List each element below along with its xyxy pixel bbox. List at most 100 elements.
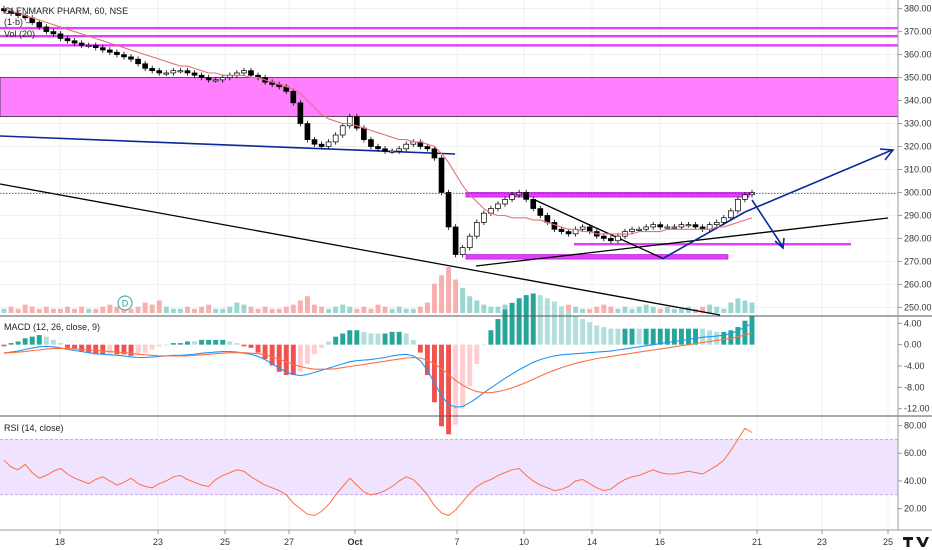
candle[interactable] [692, 224, 699, 228]
candle[interactable] [438, 157, 445, 193]
candle[interactable] [431, 148, 438, 159]
candle[interactable] [346, 116, 353, 127]
candle[interactable] [304, 123, 311, 140]
target-level-line[interactable] [574, 242, 851, 246]
candle[interactable] [219, 77, 226, 81]
candle[interactable] [318, 143, 325, 147]
resistance-line[interactable] [0, 26, 898, 30]
candle[interactable] [71, 40, 78, 44]
candle[interactable] [396, 148, 402, 152]
candle[interactable] [586, 226, 593, 232]
resistance-rect-300[interactable] [465, 192, 750, 198]
candle[interactable] [170, 70, 177, 74]
candle[interactable] [657, 224, 664, 228]
candle[interactable] [495, 203, 501, 209]
candle[interactable] [636, 228, 642, 231]
candle[interactable] [629, 228, 635, 232]
resistance-line[interactable] [0, 44, 898, 47]
candle[interactable] [530, 199, 537, 209]
candle[interactable] [579, 226, 586, 230]
candle[interactable] [149, 68, 156, 72]
candle[interactable] [332, 134, 339, 143]
candle[interactable] [361, 127, 367, 140]
rsi-axis[interactable]: 80.00 60.00 40.00 20.00 [898, 421, 927, 514]
candle[interactable] [452, 226, 459, 255]
candle[interactable] [184, 70, 191, 74]
projection-up-arrow[interactable] [744, 149, 893, 213]
candle[interactable] [445, 192, 452, 228]
candle[interactable] [565, 231, 572, 235]
candle[interactable] [424, 146, 431, 150]
candle[interactable] [368, 139, 374, 147]
candle[interactable] [473, 222, 480, 237]
candle[interactable] [107, 49, 113, 53]
candle[interactable] [64, 38, 71, 42]
black-triangle-top[interactable] [534, 199, 663, 259]
candle[interactable] [600, 235, 607, 239]
candle[interactable] [50, 31, 57, 35]
candle[interactable] [290, 90, 297, 104]
tradingview-logo[interactable] [899, 533, 930, 549]
candle[interactable] [735, 199, 741, 212]
candle[interactable] [713, 222, 720, 226]
resistance-line[interactable] [0, 34, 898, 38]
candle[interactable] [99, 47, 106, 51]
candle[interactable] [121, 54, 127, 58]
candle[interactable] [523, 192, 530, 200]
candle[interactable] [615, 235, 621, 242]
candle[interactable] [558, 228, 565, 232]
candle[interactable] [128, 56, 134, 60]
candle[interactable] [241, 70, 247, 74]
candle[interactable] [248, 70, 254, 76]
candle[interactable] [537, 208, 544, 216]
candle[interactable] [375, 146, 381, 150]
black-trendline-rising[interactable] [475, 217, 889, 267]
projection-down-arrow[interactable] [751, 199, 784, 248]
dividend-event-marker[interactable]: D [117, 295, 133, 311]
candle[interactable] [671, 226, 678, 229]
candle[interactable] [354, 116, 360, 129]
candle[interactable] [509, 194, 515, 200]
candlesticks[interactable] [1, 5, 755, 258]
support-rect-272[interactable] [465, 254, 729, 260]
candle[interactable] [382, 148, 388, 152]
candle[interactable] [742, 194, 748, 200]
candle[interactable] [459, 247, 466, 255]
candle[interactable] [389, 150, 395, 153]
black-trendline-falling[interactable] [0, 183, 721, 316]
candle[interactable] [325, 141, 332, 147]
candle[interactable] [36, 22, 43, 28]
candle[interactable] [198, 74, 205, 78]
candle[interactable] [163, 72, 170, 75]
candle[interactable] [43, 26, 50, 32]
candle[interactable] [720, 217, 727, 223]
candle[interactable] [177, 70, 184, 73]
candle[interactable] [57, 33, 64, 39]
candle[interactable] [685, 224, 692, 227]
blue-trendline-upper[interactable] [0, 135, 456, 155]
supply-zone[interactable] [0, 77, 899, 118]
candle[interactable] [205, 77, 212, 81]
price-pane[interactable] [0, 0, 898, 316]
candle[interactable] [481, 212, 487, 223]
candle[interactable] [114, 51, 120, 55]
candle[interactable] [678, 224, 685, 228]
candle[interactable] [297, 102, 304, 124]
macd-axis[interactable]: 4.00 0.00 -4.00 -8.00 -12.00 [898, 318, 930, 414]
time-axis[interactable]: 18 23 25 27 Oct 7 10 14 16 21 23 25 [55, 530, 893, 547]
candle[interactable] [191, 72, 198, 76]
candle[interactable] [664, 226, 671, 229]
candle[interactable] [92, 45, 99, 49]
price-axis[interactable]: 380.00 370.00 360.00 350.00 340.00 330.00 320.… [898, 4, 932, 313]
candle[interactable] [212, 79, 219, 82]
candle[interactable] [142, 63, 148, 69]
candle[interactable] [135, 58, 141, 65]
candle[interactable] [650, 224, 657, 228]
candle[interactable] [608, 238, 614, 242]
candle[interactable] [339, 125, 346, 136]
candle[interactable] [728, 210, 734, 219]
candle[interactable] [85, 45, 92, 47]
candle[interactable] [311, 139, 318, 145]
candle[interactable] [466, 235, 473, 248]
